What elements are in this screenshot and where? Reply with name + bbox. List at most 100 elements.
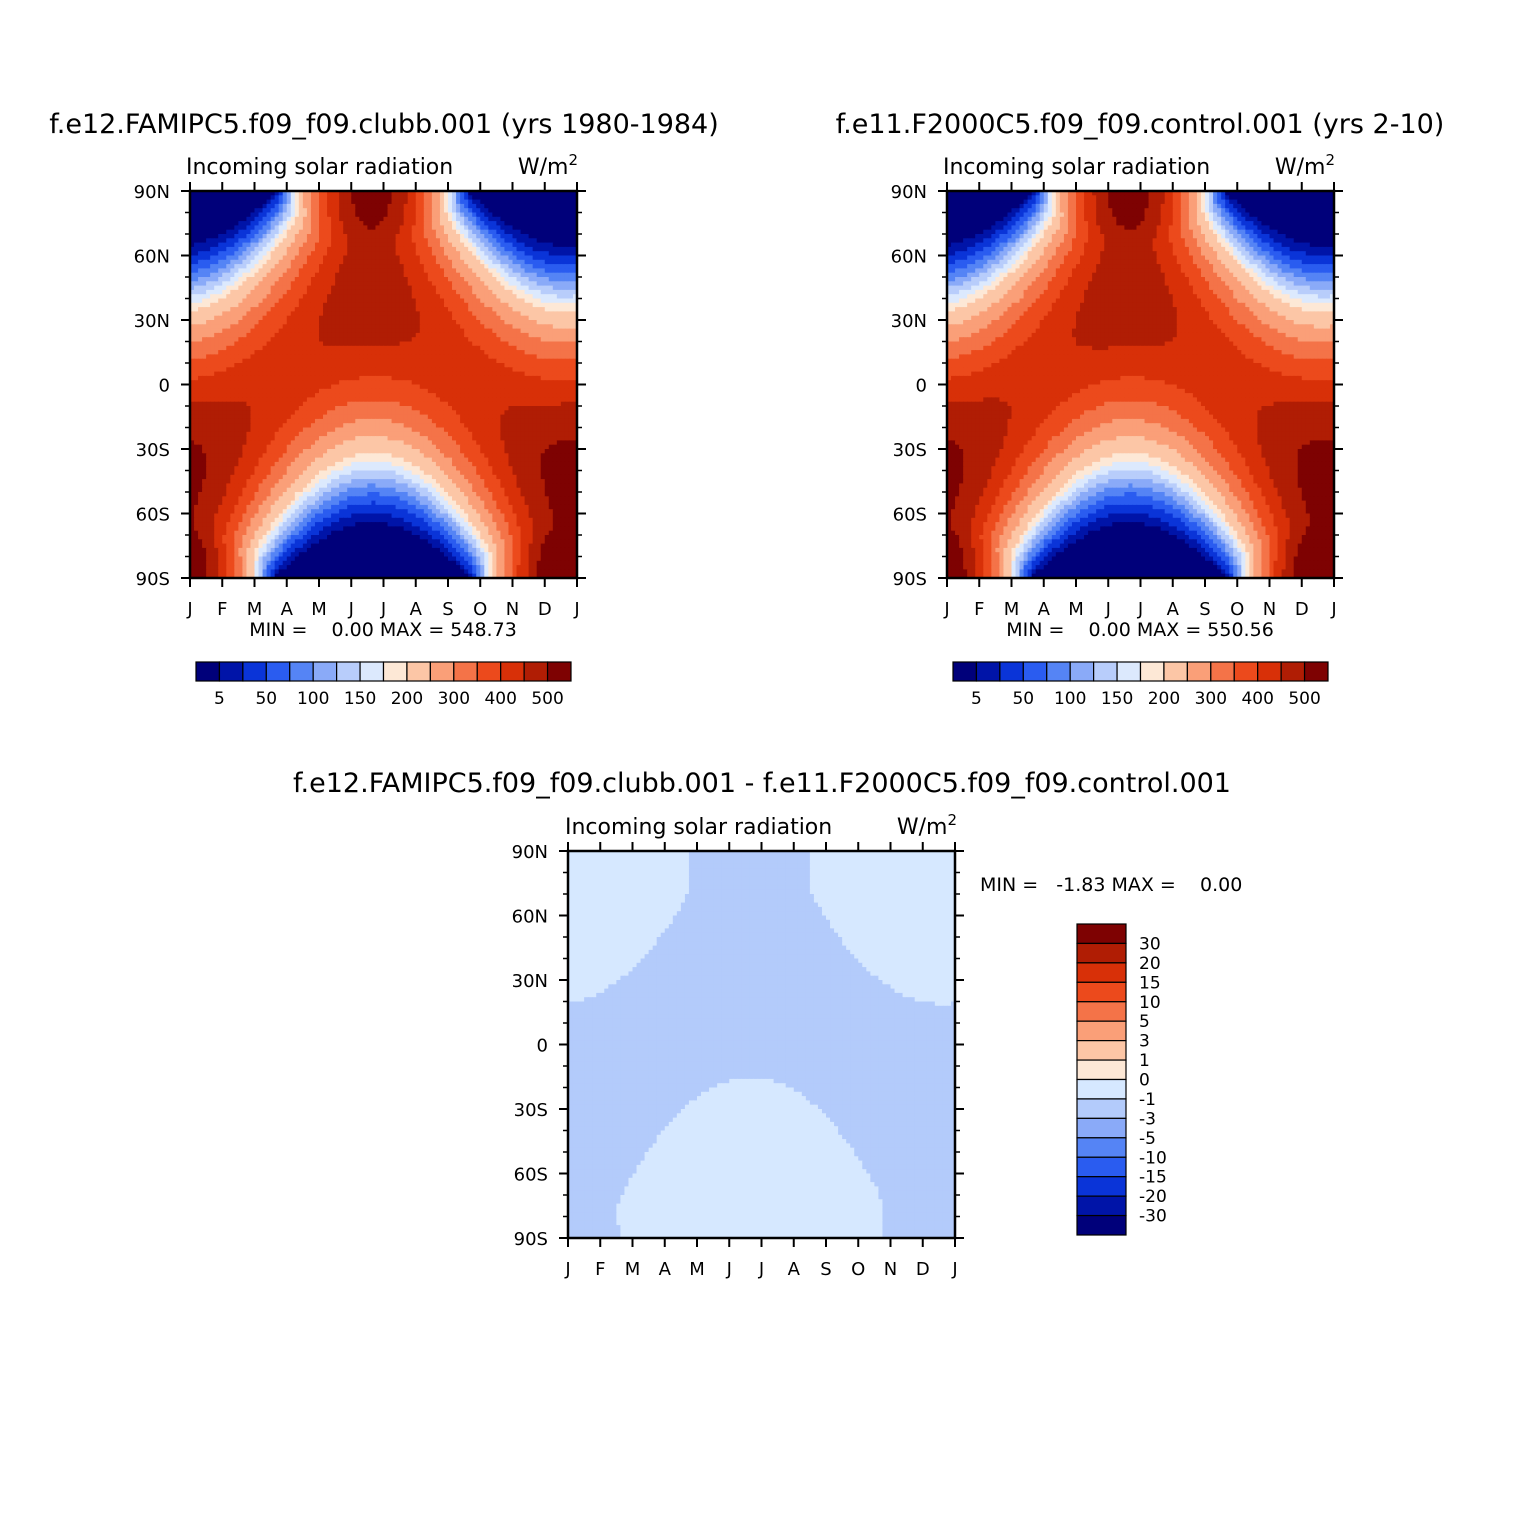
contour-cell [464, 195, 469, 201]
contour-cell [294, 337, 300, 343]
contour-cell [302, 371, 308, 377]
contour-cell [564, 367, 570, 373]
contour-cell [298, 212, 304, 218]
contour-cell [423, 199, 429, 205]
contour-cell [290, 315, 296, 321]
contour-cell [456, 238, 461, 244]
contour-cell [399, 345, 405, 351]
contour-cell [492, 311, 497, 317]
contour-cell [230, 203, 235, 209]
contour-cell [286, 393, 292, 398]
contour-cell [194, 238, 199, 244]
contour-cell [572, 367, 577, 373]
contour-cell [415, 328, 421, 334]
contour-cell [427, 255, 433, 261]
contour-cell [250, 354, 256, 360]
contour-cell [484, 246, 489, 252]
contour-cell [202, 208, 207, 214]
contour-cell [443, 401, 449, 407]
contour-cell [536, 367, 542, 373]
contour-cell [347, 285, 352, 291]
contour-cell [476, 255, 481, 261]
contour-cell [520, 289, 526, 295]
contour-cell [439, 397, 445, 403]
contour-cell [472, 216, 477, 222]
contour-cell [572, 289, 577, 295]
contour-cell [407, 354, 413, 360]
contour-cell [198, 393, 203, 398]
contour-cell [274, 380, 280, 386]
contour-cell [528, 410, 534, 416]
contour-cell [452, 203, 457, 209]
contour-cell [363, 216, 368, 222]
contour-cell [391, 384, 397, 390]
contour-cell [343, 229, 348, 235]
contour-cell [335, 401, 340, 407]
contour-cell [363, 208, 368, 214]
contour-cell [560, 401, 566, 407]
contour-cell [472, 350, 477, 355]
contour-cell [435, 294, 441, 300]
contour-cell [520, 375, 526, 381]
contour-cell [310, 354, 316, 360]
contour-cell [496, 272, 502, 278]
contour-cell [516, 195, 522, 201]
contour-cell [323, 354, 328, 360]
contour-cell [524, 268, 530, 274]
contour-cell [508, 264, 514, 269]
contour-cell [274, 264, 280, 269]
contour-cell [246, 246, 252, 252]
contour-cell [399, 289, 405, 295]
contour-cell [427, 199, 433, 205]
contour-cell [564, 345, 570, 351]
contour-cell [310, 221, 316, 226]
contour-cell [214, 345, 219, 351]
contour-cell [484, 375, 489, 381]
contour-cell [343, 281, 348, 287]
contour-cell [238, 216, 244, 222]
contour-cell [468, 281, 473, 287]
contour-cell [335, 345, 340, 351]
contour-cell [508, 225, 514, 231]
contour-cell [302, 264, 308, 269]
contour-cell [544, 302, 550, 308]
contour-cell [496, 255, 502, 261]
contour-cell [274, 406, 280, 411]
contour-cell [335, 397, 340, 403]
contour-cell [194, 350, 199, 355]
contour-cell [218, 367, 223, 373]
contour-cell [278, 363, 284, 368]
contour-cell [448, 216, 453, 222]
contour-cell [448, 406, 453, 411]
contour-cell [323, 393, 328, 398]
contour-cell [431, 384, 437, 390]
contour-cell [508, 281, 514, 287]
contour-cell [282, 199, 288, 205]
contour-cell [298, 406, 304, 411]
contour-cell [371, 397, 377, 403]
contour-cell [351, 203, 356, 209]
contour-cell [262, 384, 268, 390]
contour-cell [323, 345, 328, 351]
contour-cell [302, 350, 308, 355]
contour-cell [464, 234, 469, 239]
contour-cell [387, 212, 393, 218]
contour-cell [480, 311, 485, 317]
contour-cell [226, 298, 231, 304]
contour-cell [544, 225, 550, 231]
contour-cell [443, 229, 449, 235]
contour-cell [391, 272, 397, 278]
contour-cell [504, 406, 510, 411]
contour-cell [323, 234, 328, 239]
contour-cell [488, 272, 493, 278]
contour-cell [202, 320, 207, 325]
contour-cell [504, 315, 510, 321]
contour-cell [310, 191, 316, 196]
contour-cell [298, 375, 304, 381]
contour-cell [419, 401, 425, 407]
contour-cell [319, 234, 324, 239]
contour-cell [387, 203, 393, 209]
contour-cell [202, 393, 207, 398]
contour-cell [282, 337, 288, 343]
contour-cell [262, 375, 268, 381]
